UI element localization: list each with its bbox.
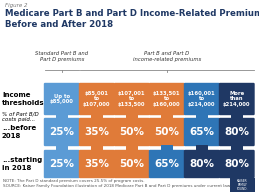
FancyBboxPatch shape — [149, 83, 185, 115]
Text: NOTE: The Part D standard premium covers 25.5% of program costs.: NOTE: The Part D standard premium covers… — [3, 179, 145, 183]
Text: $133,501
to
$160,000: $133,501 to $160,000 — [153, 91, 181, 107]
Bar — [91, 114, 103, 119]
Text: 35%: 35% — [84, 159, 109, 169]
Text: 25%: 25% — [49, 127, 74, 137]
Bar — [231, 145, 243, 151]
FancyBboxPatch shape — [149, 118, 185, 146]
Text: $160,001
to
$214,000: $160,001 to $214,000 — [188, 91, 216, 107]
FancyBboxPatch shape — [219, 118, 255, 146]
FancyBboxPatch shape — [79, 83, 115, 115]
Text: 80%: 80% — [224, 127, 249, 137]
FancyBboxPatch shape — [44, 150, 80, 178]
Text: Medicare Part B and Part D Income-Related Premiums
Before and After 2018: Medicare Part B and Part D Income-Relate… — [5, 9, 259, 29]
Text: $85,001
to
$107,000: $85,001 to $107,000 — [83, 91, 111, 107]
FancyBboxPatch shape — [184, 150, 220, 178]
Text: 65%: 65% — [154, 159, 179, 169]
Text: 50%: 50% — [119, 159, 144, 169]
FancyBboxPatch shape — [149, 150, 185, 178]
FancyBboxPatch shape — [184, 83, 220, 115]
FancyBboxPatch shape — [114, 150, 150, 178]
Text: 65%: 65% — [189, 127, 214, 137]
FancyBboxPatch shape — [79, 118, 115, 146]
Bar — [126, 114, 138, 119]
Text: 35%: 35% — [84, 127, 109, 137]
Text: % of Part B/D
costs paid...: % of Part B/D costs paid... — [2, 111, 39, 122]
Bar — [56, 145, 68, 151]
Text: ...before
2018: ...before 2018 — [2, 125, 36, 139]
FancyBboxPatch shape — [44, 118, 80, 146]
Text: Income
thresholds: Income thresholds — [2, 92, 45, 106]
FancyBboxPatch shape — [114, 83, 150, 115]
Bar — [161, 145, 172, 151]
Text: SOURCE: Kaiser Family Foundation illustration of 2018 Medicare Part B and Part D: SOURCE: Kaiser Family Foundation illustr… — [3, 184, 231, 187]
Text: 50%: 50% — [154, 127, 179, 137]
Bar — [196, 145, 208, 151]
Text: 25%: 25% — [49, 159, 74, 169]
Bar — [91, 145, 103, 151]
Text: Figure 2: Figure 2 — [5, 3, 27, 8]
Text: Standard Part B and
Part D premiums: Standard Part B and Part D premiums — [35, 51, 88, 62]
Text: 80%: 80% — [224, 159, 249, 169]
FancyBboxPatch shape — [114, 118, 150, 146]
FancyBboxPatch shape — [184, 118, 220, 146]
FancyBboxPatch shape — [219, 150, 255, 178]
Text: 50%: 50% — [119, 127, 144, 137]
Text: 80%: 80% — [189, 159, 214, 169]
Bar — [196, 114, 208, 119]
Bar — [231, 114, 243, 119]
Text: Up to
$85,000: Up to $85,000 — [50, 94, 74, 104]
FancyBboxPatch shape — [219, 83, 255, 115]
FancyBboxPatch shape — [44, 83, 80, 115]
Text: ...starting
in 2018: ...starting in 2018 — [2, 157, 42, 171]
Bar — [161, 114, 172, 119]
Text: More
than
$214,000: More than $214,000 — [223, 91, 250, 107]
Bar — [126, 145, 138, 151]
Text: Part B and Part D
income-related premiums: Part B and Part D income-related premium… — [133, 51, 201, 62]
Bar — [56, 114, 68, 119]
Text: $107,001
to
$133,500: $107,001 to $133,500 — [118, 91, 146, 107]
Text: KAISER
FAMILY
FOUND.: KAISER FAMILY FOUND. — [237, 179, 248, 191]
FancyBboxPatch shape — [79, 150, 115, 178]
Bar — [230, 178, 255, 192]
